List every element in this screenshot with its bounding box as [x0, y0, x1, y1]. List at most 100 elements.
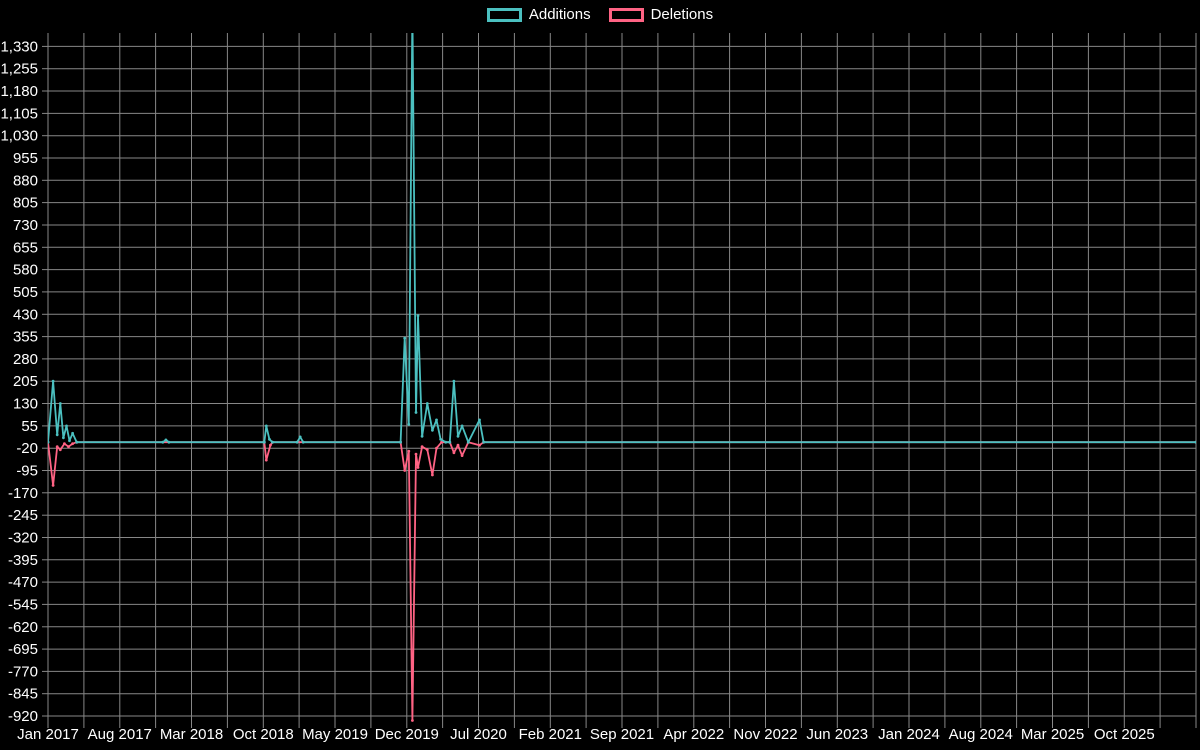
additions-point — [48, 440, 50, 444]
x-tick-label: Jan 2017 — [17, 726, 79, 743]
y-tick-label: 505 — [13, 284, 38, 301]
additions-point — [262, 440, 266, 444]
legend-item-additions[interactable]: Additions — [486, 6, 591, 23]
deletions-point — [407, 449, 411, 453]
additions-legend-swatch-icon — [486, 7, 522, 22]
deletions-point — [403, 469, 407, 472]
y-tick-label: -920 — [8, 708, 38, 725]
additions-point — [420, 434, 424, 438]
additions-point — [439, 437, 442, 441]
additions-point — [268, 437, 271, 441]
x-tick-label: Oct 2025 — [1094, 726, 1155, 743]
additions-point — [478, 418, 481, 422]
y-tick-label: 1,105 — [0, 105, 38, 122]
deletions-point — [63, 442, 66, 446]
deletions-point — [58, 448, 62, 452]
additions-point — [51, 379, 55, 383]
x-tick-label: Jun 2023 — [806, 726, 868, 743]
y-tick-label: -545 — [8, 596, 38, 613]
x-tick-label: Apr 2022 — [663, 726, 724, 743]
y-tick-label: 355 — [13, 329, 38, 346]
deletions-point — [414, 452, 418, 456]
deletions-point — [264, 458, 268, 462]
y-tick-label: -170 — [8, 485, 38, 502]
additions-point — [68, 439, 71, 443]
deletions-legend-label: Deletions — [650, 6, 714, 23]
additions-point — [271, 440, 274, 444]
additions-point — [460, 424, 464, 428]
y-tick-label: 1,180 — [0, 83, 38, 100]
additions-point — [444, 440, 448, 444]
deletions-point — [456, 443, 460, 447]
x-tick-label: Mar 2018 — [160, 726, 223, 743]
additions-point — [71, 431, 74, 435]
y-tick-label: 1,330 — [0, 38, 38, 55]
deletions-point — [411, 719, 414, 722]
additions-point — [448, 440, 452, 444]
deletions-legend-swatch-icon — [608, 7, 644, 22]
y-tick-label: 730 — [13, 217, 38, 234]
y-tick-label: -770 — [8, 663, 38, 680]
x-tick-label: Nov 2022 — [733, 726, 797, 743]
y-tick-label: 955 — [13, 150, 38, 167]
deletions-point — [452, 451, 456, 455]
y-tick-label: 880 — [13, 172, 38, 189]
additions-point — [167, 440, 171, 444]
x-tick-label: May 2019 — [302, 726, 368, 743]
additions-point — [298, 435, 302, 439]
y-tick-label: -245 — [8, 507, 38, 524]
deletions-point — [431, 473, 434, 477]
y-tick-label: 280 — [13, 351, 38, 368]
y-tick-label: 1,255 — [0, 61, 38, 78]
additions-point — [431, 428, 434, 432]
additions-point — [435, 418, 438, 422]
y-tick-label: -845 — [8, 686, 38, 703]
y-tick-label: 580 — [13, 262, 38, 279]
deletions-point — [269, 443, 272, 447]
additions-point — [62, 436, 65, 440]
x-tick-label: Feb 2021 — [519, 726, 582, 743]
deletions-point — [440, 440, 443, 444]
y-tick-label: -95 — [16, 463, 38, 480]
additions-point — [407, 423, 411, 426]
legend-item-deletions[interactable]: Deletions — [608, 6, 714, 23]
x-tick-label: Jan 2024 — [878, 726, 940, 743]
additions-legend-label: Additions — [528, 6, 591, 23]
deletions-point — [51, 484, 55, 487]
additions-point — [58, 402, 62, 405]
y-tick-label: -620 — [8, 619, 38, 636]
x-tick-label: Dec 2019 — [375, 726, 439, 743]
y-tick-label: -20 — [16, 440, 38, 457]
y-tick-label: 655 — [13, 239, 38, 256]
deletions-point — [425, 448, 429, 452]
y-tick-label: 1,030 — [0, 128, 38, 145]
x-tick-label: Sep 2021 — [590, 726, 654, 743]
y-tick-label: -320 — [8, 530, 38, 547]
additions-point — [456, 434, 460, 438]
additions-point — [75, 440, 79, 444]
deletions-point — [55, 445, 59, 449]
additions-point — [414, 411, 418, 414]
y-tick-label: 805 — [13, 195, 38, 212]
additions-point — [452, 379, 456, 383]
x-tick-label: Oct 2018 — [233, 726, 294, 743]
additions-point — [466, 440, 470, 444]
additions-point — [1194, 440, 1196, 444]
y-tick-label: -395 — [8, 552, 38, 569]
x-tick-label: Jul 2020 — [450, 726, 507, 743]
deletions-point — [478, 443, 481, 447]
additions-point — [264, 424, 268, 428]
y-tick-label: -695 — [8, 641, 38, 658]
deletions-point — [420, 445, 424, 449]
y-tick-label: 55 — [21, 418, 38, 435]
additions-point — [55, 433, 59, 437]
deletions-point — [460, 454, 464, 457]
deletions-point — [71, 442, 74, 446]
additions-point — [65, 424, 68, 428]
additions-point — [482, 440, 485, 444]
y-tick-label: 430 — [13, 306, 38, 323]
deletions-point — [416, 466, 420, 469]
additions-point — [164, 438, 168, 442]
deletions-point — [435, 446, 438, 450]
